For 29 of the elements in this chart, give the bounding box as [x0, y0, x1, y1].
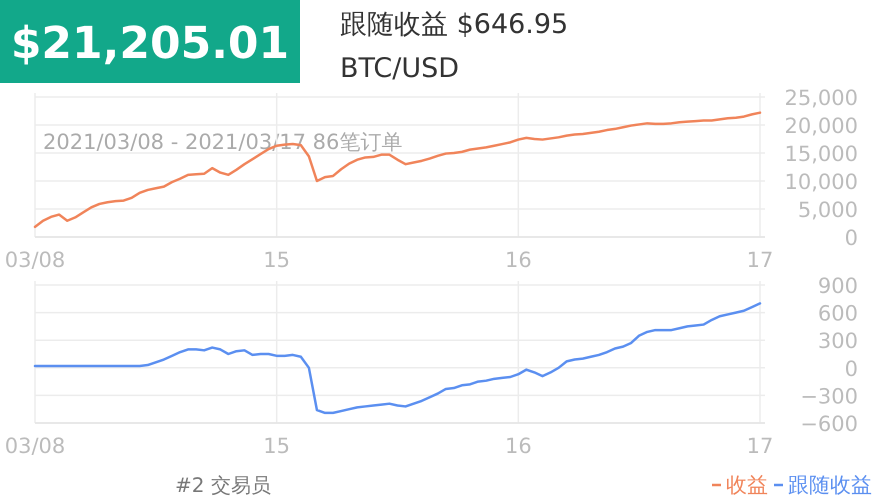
x-tick-label: 17	[746, 248, 774, 272]
x-tick-label: 15	[263, 248, 290, 272]
y-tick-label: 0	[844, 226, 858, 250]
y-tick-label: 15,000	[784, 142, 858, 166]
line-series	[34, 302, 762, 414]
legend-label: 跟随收益	[788, 473, 872, 497]
x-tick-label: 03/08	[4, 248, 66, 272]
chart-subtitle: BTC/USD	[340, 53, 460, 84]
x-tick-label: 17	[746, 434, 774, 458]
y-tick-label: 10,000	[784, 170, 858, 194]
y-tick-label: 0	[844, 356, 858, 381]
legend-label: 收益	[726, 473, 768, 497]
text: 跟随收益 $646.95	[340, 9, 568, 40]
y-tick-label: 900	[818, 274, 858, 298]
annotation: 2021/03/08 - 2021/03/17 86笔订单	[43, 130, 402, 154]
y-tick-label: 300	[818, 329, 858, 354]
y-tick-label: 600	[818, 302, 858, 326]
y-tick-label: −600	[800, 412, 858, 436]
y-tick-label: 25,000	[784, 86, 858, 110]
y-tick-label: 20,000	[784, 114, 858, 138]
x-tick-label: 15	[263, 434, 290, 458]
x-tick-label: 03/08	[4, 434, 66, 458]
text: #2 交易员	[175, 473, 271, 497]
y-tick-label: 5,000	[798, 198, 858, 222]
chart-title: $21,205.01	[10, 18, 290, 69]
y-tick-label: −300	[800, 384, 858, 408]
line-series	[34, 111, 762, 228]
x-tick-label: 16	[504, 248, 532, 272]
x-tick-label: 16	[504, 434, 532, 458]
